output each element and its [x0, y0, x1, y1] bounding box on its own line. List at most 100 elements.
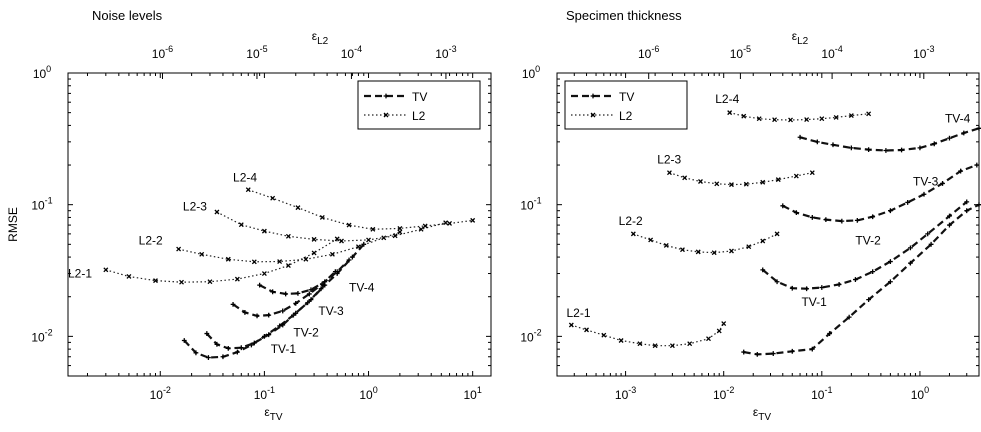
- data-point: [447, 221, 453, 226]
- data-point: [204, 331, 210, 336]
- data-point: [925, 231, 931, 237]
- data-point: [311, 236, 317, 242]
- data-point: [242, 310, 248, 315]
- series-tv-4: TV-4: [797, 112, 981, 153]
- top-x-tick-label: 10-4: [341, 44, 362, 61]
- data-point: [839, 218, 845, 224]
- data-point: [854, 217, 860, 223]
- data-point: [870, 269, 876, 275]
- data-point: [774, 231, 780, 237]
- series-line: [183, 243, 365, 359]
- top-x-tick-label: 10-5: [246, 44, 267, 61]
- chart-title: Noise levels: [92, 8, 163, 23]
- data-point: [199, 251, 205, 257]
- data-point: [381, 235, 387, 241]
- data-point: [853, 277, 858, 282]
- data-point: [772, 117, 778, 123]
- data-point: [833, 114, 839, 120]
- top-x-tick-label: 10-3: [913, 44, 934, 61]
- data-point: [899, 147, 904, 153]
- plot-frame: [67, 72, 492, 377]
- data-point: [285, 233, 291, 239]
- data-point: [283, 291, 289, 297]
- data-point: [741, 113, 747, 119]
- x-tick-label: 100: [911, 385, 929, 402]
- data-point: [126, 274, 132, 279]
- y-tick-label: 10-2: [520, 327, 541, 344]
- data-point: [814, 139, 820, 145]
- data-point: [601, 332, 607, 338]
- data-point: [729, 182, 734, 188]
- data-point: [770, 351, 776, 356]
- data-point: [887, 208, 893, 214]
- series-tv-3: TV-3: [780, 162, 980, 224]
- data-point: [931, 141, 937, 147]
- data-point: [277, 259, 283, 264]
- data-point: [789, 285, 795, 291]
- series-tv-2: TV-2: [204, 282, 328, 351]
- data-point: [234, 349, 240, 355]
- data-point: [887, 279, 893, 285]
- data-point: [238, 222, 244, 228]
- plot-frame: [556, 72, 980, 377]
- data-point: [397, 225, 403, 231]
- series-line: [178, 231, 401, 263]
- series-label: L2-4: [233, 170, 257, 184]
- data-point: [870, 214, 876, 220]
- data-point: [964, 199, 970, 205]
- series-l2-4: L2-4: [233, 170, 476, 232]
- data-point: [206, 355, 211, 360]
- data-point: [958, 168, 964, 174]
- data-point: [295, 205, 301, 211]
- legend-label: TV: [412, 90, 427, 104]
- data-point: [687, 341, 693, 347]
- data-point: [318, 286, 324, 292]
- chart-panel-1: Noise levels 10-2 10-1 100 101 10-6 10-5 10-4 10…: [6, 8, 492, 423]
- x-tick-label: 10-1: [254, 385, 275, 402]
- data-point: [355, 244, 361, 250]
- data-point: [261, 271, 267, 276]
- data-point: [706, 336, 711, 342]
- data-point: [251, 259, 257, 265]
- top-x-tick-label: 10-6: [152, 44, 173, 61]
- y-tick-label: 10-2: [31, 327, 52, 344]
- y-tick-label: 100: [522, 64, 540, 81]
- legend-marker: [383, 112, 389, 118]
- data-point: [630, 231, 636, 237]
- top-x-tick-label: 10-6: [638, 44, 659, 61]
- x-tick-label: 101: [463, 385, 481, 402]
- data-point: [370, 226, 376, 232]
- series-line: [105, 238, 338, 283]
- data-point: [780, 203, 786, 209]
- data-point: [214, 209, 220, 215]
- data-point: [666, 170, 672, 176]
- series-label: TV-2: [293, 325, 319, 339]
- data-point: [682, 175, 688, 181]
- data-point: [179, 279, 184, 285]
- data-point: [254, 313, 260, 319]
- data-point: [756, 116, 762, 122]
- data-point: [760, 238, 766, 244]
- data-point: [680, 247, 685, 253]
- data-point: [176, 246, 182, 252]
- data-point: [193, 350, 199, 356]
- y-tick-label: 10-1: [31, 196, 52, 213]
- x-tick-label: 10-2: [150, 385, 171, 402]
- series-l2-2: L2-2: [619, 214, 780, 256]
- data-point: [974, 162, 980, 168]
- data-point: [729, 248, 734, 254]
- data-point: [285, 263, 291, 268]
- data-point: [866, 297, 872, 303]
- series-line: [216, 211, 446, 242]
- data-point: [214, 341, 220, 347]
- data-point: [220, 354, 226, 360]
- data-point: [940, 181, 945, 186]
- series-tv-1: TV-1: [741, 202, 981, 357]
- data-point: [741, 349, 747, 355]
- x-tick-label: 10-1: [811, 385, 832, 402]
- y-tick-label: 10-1: [520, 196, 541, 213]
- series-label: TV-3: [318, 304, 344, 318]
- data-point: [809, 215, 815, 220]
- top-x-tick-label: 10-3: [435, 44, 456, 61]
- data-point: [846, 314, 852, 320]
